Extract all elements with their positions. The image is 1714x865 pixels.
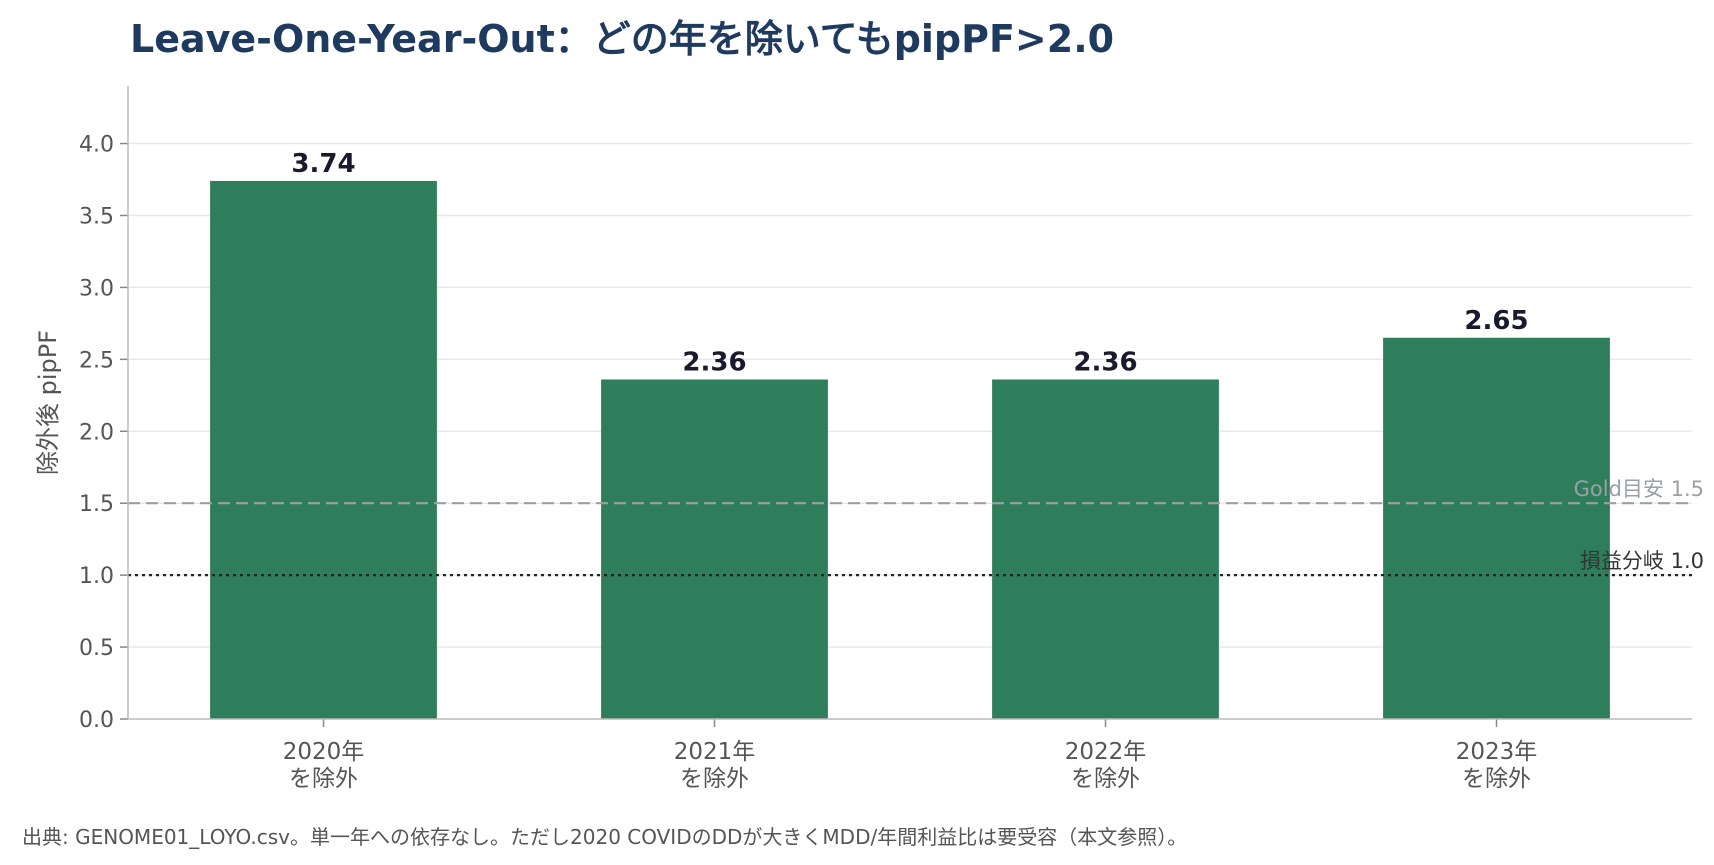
labels: 0.0 0.5 1.0 1.5 2.0 2.5 3.0 3.5 4.0 3.74 2020年を除外 2… xyxy=(79,133,1704,792)
y-tick-label: 3.0 xyxy=(79,276,114,301)
bar-value-label: 3.74 xyxy=(291,149,355,179)
y-tick-label: 0.0 xyxy=(79,708,114,733)
x-tick-label: 2022年を除外 xyxy=(1065,739,1147,792)
bar xyxy=(601,379,828,719)
y-tick-label: 2.0 xyxy=(79,420,114,445)
breakeven-label: 損益分岐 1.0 xyxy=(1580,549,1704,573)
footnote: 出典: GENOME01_LOYO.csv。単一年への依存なし。ただし2020 … xyxy=(22,825,1187,849)
gold-threshold-label: Gold目安 1.5 xyxy=(1574,477,1704,501)
axes xyxy=(120,86,1692,727)
bar-value-label: 2.36 xyxy=(682,347,746,377)
bar xyxy=(992,379,1219,719)
bars xyxy=(210,180,1610,719)
x-tick-label: 2020年を除外 xyxy=(283,739,365,792)
bar xyxy=(210,180,437,719)
y-tick-label: 3.5 xyxy=(79,204,114,229)
bar-value-label: 2.65 xyxy=(1464,306,1528,336)
x-tick-label: 2021年を除外 xyxy=(674,739,756,792)
bar xyxy=(1383,337,1610,719)
y-tick-label: 2.5 xyxy=(79,348,114,373)
y-tick-label: 1.0 xyxy=(79,564,114,589)
x-tick-label: 2023年を除外 xyxy=(1456,739,1538,792)
y-tick-label: 0.5 xyxy=(79,636,114,661)
y-axis-label: 除外後 pipPF xyxy=(34,330,62,475)
chart-title: Leave-One-Year-Out：どの年を除いてもpipPF>2.0 xyxy=(130,17,1114,61)
y-tick-label: 4.0 xyxy=(79,133,114,158)
y-tick-label: 1.5 xyxy=(79,492,114,517)
bar-value-label: 2.36 xyxy=(1073,347,1137,377)
reference-lines xyxy=(128,502,1692,577)
